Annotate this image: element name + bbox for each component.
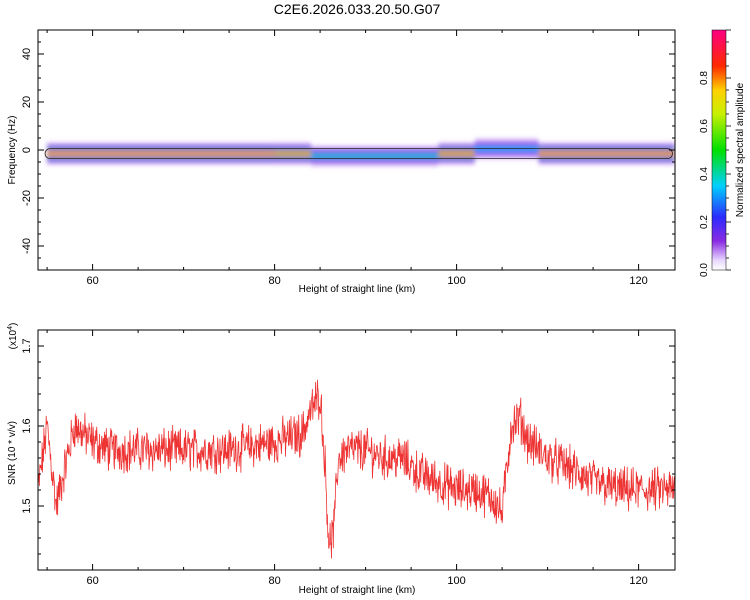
heatmap-x-tick-label: 120 (629, 275, 647, 287)
snr-y-axis-label: SNR (10 * v/v) (7, 421, 18, 485)
snr-series-line (38, 379, 675, 559)
colorbar: 0.0 0.2 0.4 0.6 0.8 Normalized spectral ampl… (699, 29, 746, 277)
colorbar-ticks: 0.0 0.2 0.4 0.6 0.8 (699, 29, 731, 277)
heatmap-y-tick-label: -20 (21, 190, 33, 206)
band-segment-5-layer-4 (538, 152, 675, 155)
heatmap-y-tick-label: 40 (21, 48, 33, 60)
snr-x-tick-label: 120 (629, 575, 647, 587)
heatmap-y-axis-label: Frequency (Hz) (7, 116, 18, 185)
heatmap-x-axis-label: Height of straight line (km) (299, 284, 416, 295)
snr-y-tick-label: 1.6 (21, 418, 33, 433)
snr-y-tick-label: 1.7 (21, 338, 33, 353)
band-outline (44, 148, 673, 160)
snr-plot-frame (37, 329, 676, 571)
heatmap-x-tick-label: 80 (268, 275, 280, 287)
colorbar-tick-label: 0.8 (699, 71, 710, 85)
snr-y-tick-label: 1.5 (21, 498, 33, 513)
heatmap-y-ticks: -40 -20 0 20 40 (21, 29, 675, 271)
band-segment-2-layer-4 (311, 154, 439, 158)
band-segment-1-layer-4 (274, 152, 311, 155)
snr-x-ticks: 60 80 100 120 (46, 330, 648, 587)
colorbar-tick-label: 0.0 (699, 263, 710, 277)
heatmap-y-tick-label: -40 (21, 238, 33, 254)
snr-x-axis-label: Height of straight line (km) (299, 585, 416, 596)
colorbar-tick-label: 0.2 (699, 215, 710, 229)
colorbar-tick-label: 0.6 (699, 119, 710, 133)
heatmap-x-tick-label: 100 (447, 275, 465, 287)
snr-x-tick-label: 100 (447, 575, 465, 587)
heatmap-panel: 60 80 100 120 -40 -20 0 20 40 Height of straigh… (7, 29, 676, 295)
snr-panel: 60 80 100 120 1.5 1.6 1.7 Height of straight … (7, 323, 676, 596)
heatmap-y-tick-label: 0 (21, 147, 33, 153)
snr-x-tick-label: 80 (268, 575, 280, 587)
heatmap-band (44, 139, 675, 165)
colorbar-gradient (711, 29, 727, 271)
heatmap-x-ticks: 60 80 100 120 (46, 30, 648, 287)
snr-y-ticks: 1.5 1.6 1.7 (21, 329, 675, 571)
colorbar-label: Normalized spectral amplitude (735, 82, 746, 217)
heatmap-y-tick-label: 20 (21, 96, 33, 108)
band-segment-0-layer-4 (47, 152, 275, 155)
figure-title: C2E6.2026.033.20.50.G07 (274, 1, 441, 17)
band-segment-3-layer-4 (438, 152, 475, 155)
snr-x-tick-label: 60 (86, 575, 98, 587)
snr-multiplier-label: (x104) (7, 323, 19, 350)
heatmap-x-tick-label: 60 (86, 275, 98, 287)
colorbar-tick-label: 0.4 (699, 167, 710, 181)
